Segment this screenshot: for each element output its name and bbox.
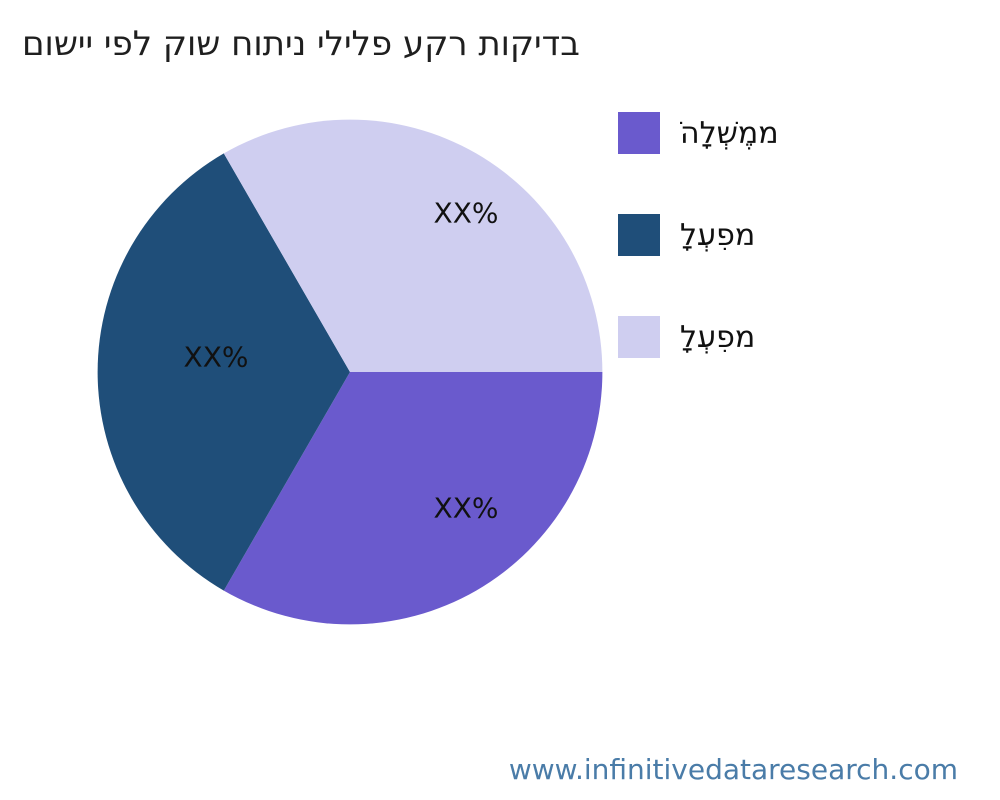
pie-slice-1 <box>97 153 350 591</box>
legend-label: לָעְפִמ <box>680 319 756 355</box>
pie-slice-value-label: XX% <box>433 196 499 230</box>
legend-swatch-icon <box>618 112 660 154</box>
legend-swatch-icon <box>618 316 660 358</box>
chart-legend: הֹלָשְׁמֶמ לָעְפִמ לָעְפִמ <box>618 112 779 358</box>
legend-item: לָעְפִמ <box>618 316 779 358</box>
legend-swatch-icon <box>618 214 660 256</box>
legend-item: לָעְפִמ <box>618 214 779 256</box>
legend-item: הֹלָשְׁמֶמ <box>618 112 779 154</box>
chart-title: םושיי יפל קוש חותינ ילילפ עקר תוקידב <box>22 24 580 64</box>
pie-slice-value-label: XX% <box>433 491 499 525</box>
pie-chart <box>97 119 603 625</box>
website-watermark: www.infinitivedataresearch.com <box>508 753 958 786</box>
pie-slice-2 <box>223 119 603 372</box>
pie-slice-value-label: XX% <box>183 340 249 374</box>
legend-label: לָעְפִמ <box>680 217 756 253</box>
legend-label: הֹלָשְׁמֶמ <box>680 115 779 151</box>
pie-slice-0 <box>223 372 603 625</box>
